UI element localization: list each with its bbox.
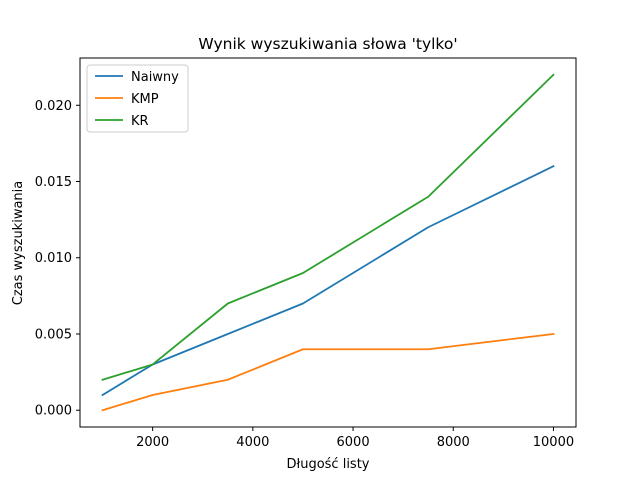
x-axis-ticks: 2000 4000 6000 8000 10000 [136, 427, 574, 450]
legend: Naiwny KMP KR [86, 64, 189, 133]
x-tick-label: 6000 [337, 435, 370, 450]
chart-title: Wynik wyszukiwania słowa 'tylko' [198, 35, 457, 53]
x-tick-label: 2000 [136, 435, 169, 450]
y-tick-label: 0.010 [35, 251, 72, 266]
legend-label-kmp: KMP [131, 92, 159, 107]
series-line-kr [101, 73, 555, 381]
y-tick-label: 0.015 [35, 175, 72, 190]
legend-label-naiwny: Naiwny [131, 70, 179, 85]
y-axis-label: Czas wyszukiwania [11, 181, 26, 306]
plot-frame [79, 57, 577, 428]
y-tick-label: 0.000 [35, 404, 72, 419]
y-tick-label: 0.020 [35, 99, 72, 114]
series-line-kmp [101, 332, 555, 412]
x-tick-label: 4000 [236, 435, 269, 450]
x-axis-label: Długość listy [287, 457, 370, 472]
x-tick-label: 8000 [437, 435, 470, 450]
y-axis-ticks: 0.000 0.005 0.010 0.015 0.020 [35, 99, 80, 419]
legend-label-kr: KR [131, 114, 149, 129]
y-tick-label: 0.005 [35, 327, 72, 342]
series-line-naiwny [101, 165, 555, 397]
legend-box [86, 64, 189, 133]
plot-lines [101, 73, 555, 412]
x-tick-label: 10000 [533, 435, 574, 450]
